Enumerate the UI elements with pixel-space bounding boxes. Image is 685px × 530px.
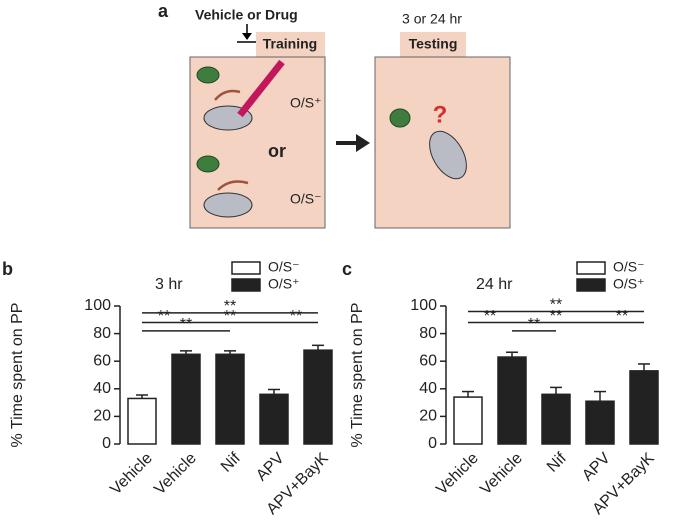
y-tick-label: 80 <box>93 325 111 342</box>
legend-swatch <box>576 278 606 292</box>
chart-title: 24 hr <box>476 276 513 293</box>
y-tick-label: 100 <box>410 297 437 314</box>
treatment-label: Vehicle or Drug <box>195 7 298 23</box>
leaf <box>196 66 411 173</box>
delay-label: 3 or 24 hr <box>402 11 462 27</box>
y-tick-label: 20 <box>93 408 111 425</box>
significance-label: ** <box>550 297 562 314</box>
y-tick-label: 40 <box>419 380 437 397</box>
x-tick-label: Vehicle <box>151 450 200 499</box>
panel-label: a <box>158 1 169 21</box>
legend-swatch <box>231 278 261 292</box>
panel-label: b <box>2 259 13 279</box>
or-label: or <box>268 141 286 161</box>
bar <box>215 353 245 445</box>
x-tick-label: APV <box>253 450 288 485</box>
y-tick-label: 20 <box>419 408 437 425</box>
significance-label: ** <box>224 308 236 325</box>
y-tick-label: 80 <box>419 325 437 342</box>
arrow-head <box>242 33 252 40</box>
bar <box>497 356 527 445</box>
neg-label: O/S⁻ <box>290 191 322 207</box>
chart-title: 3 hr <box>155 276 183 293</box>
legend-label: O/S⁻ <box>268 259 300 275</box>
legend-swatch <box>231 261 261 275</box>
significance-label: ** <box>180 316 192 333</box>
bar <box>171 353 201 445</box>
pos-label: O/S⁺ <box>290 95 322 111</box>
arrow-head <box>356 134 370 152</box>
bar <box>453 396 483 445</box>
testing-label: Testing <box>409 36 458 52</box>
significance-label: ** <box>550 308 562 325</box>
legend-swatch <box>576 261 606 275</box>
brush <box>237 59 285 118</box>
y-tick-label: 0 <box>102 435 111 452</box>
bar <box>541 393 571 445</box>
bar <box>259 393 289 445</box>
x-tick-label: Nif <box>218 449 244 475</box>
significance-label: ** <box>484 308 496 325</box>
legend-label: O/S⁺ <box>613 276 645 292</box>
y-tick-label: 40 <box>93 380 111 397</box>
x-tick-label: Vehicle <box>107 450 156 499</box>
whisker-trace <box>214 89 249 191</box>
significance-label: ** <box>290 308 302 325</box>
significance-label: ** <box>528 316 540 333</box>
y-axis-label: % Time spent on PP <box>9 303 26 448</box>
y-tick-label: 0 <box>428 435 437 452</box>
y-tick-label: 100 <box>84 297 111 314</box>
legend-label: O/S⁻ <box>613 259 645 275</box>
bar <box>127 397 157 445</box>
y-tick-label: 60 <box>93 352 111 369</box>
x-tick-label: Nif <box>544 449 570 475</box>
significance-label: ** <box>616 308 628 325</box>
testing-box <box>400 32 466 57</box>
x-tick-label: Vehicle <box>433 450 482 499</box>
training-box <box>256 32 325 57</box>
significance-label: ** <box>158 308 170 325</box>
significance-label: ** <box>224 298 236 315</box>
x-tick-label: APV <box>579 450 614 485</box>
question-mark: ? <box>433 101 448 128</box>
x-tick-label: Vehicle <box>477 450 526 499</box>
y-tick-label: 60 <box>419 352 437 369</box>
bar <box>303 349 333 445</box>
training-label: Training <box>263 36 317 52</box>
panel-label: c <box>342 259 352 279</box>
bar <box>585 400 615 445</box>
bar <box>629 370 659 445</box>
legend-label: O/S⁺ <box>268 276 300 292</box>
y-axis-label: % Time spent on PP <box>349 303 366 448</box>
